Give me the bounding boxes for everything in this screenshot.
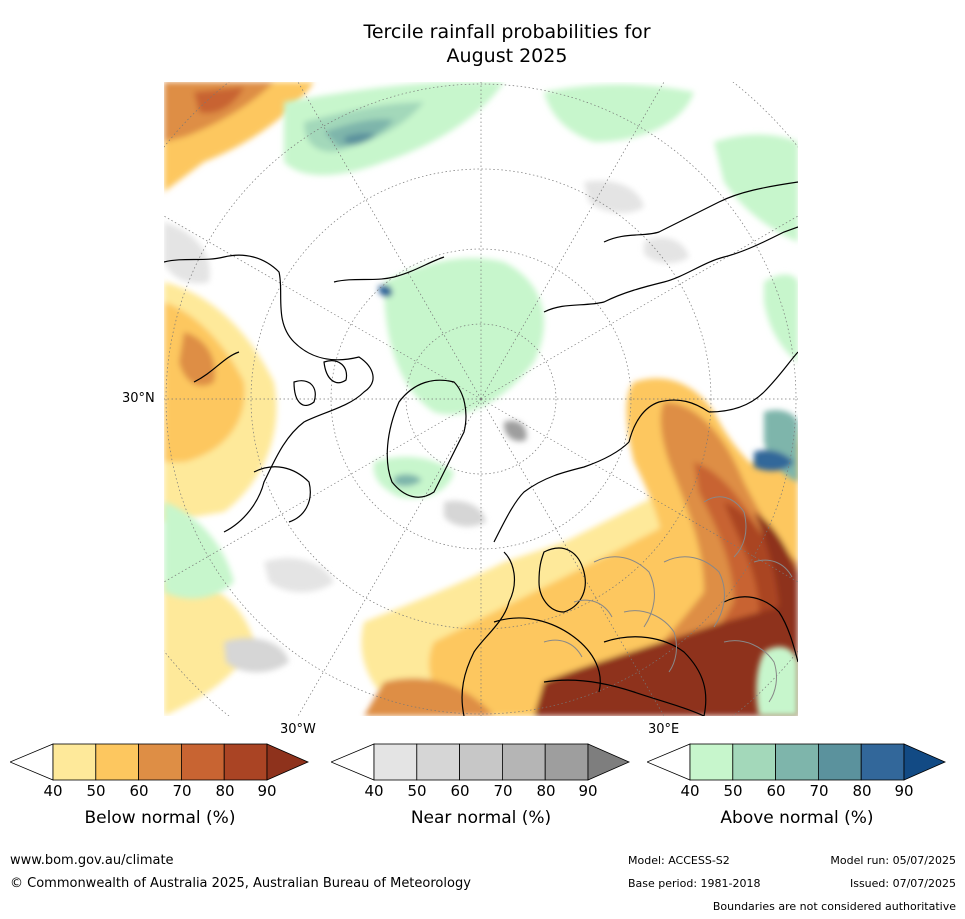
near-normal-regions — [164, 180, 689, 673]
colorbar-tick: 90 — [578, 782, 598, 800]
colorbar-tick: 80 — [852, 782, 872, 800]
model-name: Model: ACCESS-S2 — [628, 854, 730, 867]
colorbar-extend-low — [331, 743, 375, 781]
colorbar-below-normal-ticks: 40 50 60 70 80 90 — [10, 782, 310, 802]
map-title: Tercile rainfall probabilities for Augus… — [0, 20, 965, 68]
colorbar-swatch — [52, 743, 97, 781]
colorbar-tick: 40 — [364, 782, 384, 800]
colorbar-swatch — [689, 743, 734, 781]
colorbar-below-normal-swatches — [10, 743, 309, 781]
colorbar-above-normal: 40 50 60 70 80 90 Above normal (%) — [647, 742, 947, 828]
latitude-label-30n: 30°N — [122, 391, 155, 406]
colorbar-swatch — [775, 743, 819, 781]
longitude-label-30e: 30°E — [648, 722, 680, 737]
model-run-date: Model run: 05/07/2025 — [830, 854, 956, 867]
colorbar-tick: 70 — [493, 782, 513, 800]
issued-date: Issued: 07/07/2025 — [849, 877, 956, 890]
colorbar-near-normal-label: Near normal (%) — [410, 808, 552, 828]
colorbar-extend-low — [647, 743, 691, 781]
colorbar-swatch — [138, 743, 182, 781]
colorbar-extend-high — [587, 743, 630, 781]
colorbar-tick: 60 — [129, 782, 149, 800]
colorbar-near-normal: 40 50 60 70 80 90 Near normal (%) — [331, 742, 631, 828]
colorbar-above-normal-label: Above normal (%) — [720, 808, 874, 828]
colorbar-swatch — [459, 743, 503, 781]
colorbar-swatch — [95, 743, 140, 781]
coastlines — [164, 181, 798, 716]
base-period: Base period: 1981-2018 — [628, 877, 761, 890]
rainfall-probability-map — [164, 82, 798, 716]
colorbar-swatch — [373, 743, 418, 781]
longitude-label-30w: 30°W — [280, 722, 316, 737]
colorbar-swatch — [860, 743, 905, 781]
colorbar-tick: 60 — [766, 782, 786, 800]
colorbar-tick: 50 — [86, 782, 106, 800]
colorbar-tick: 90 — [257, 782, 277, 800]
copyright-text: © Commonwealth of Australia 2025, Austra… — [10, 876, 471, 891]
colorbar-swatch — [817, 743, 862, 781]
colorbar-above-normal-swatches — [647, 743, 946, 781]
colorbar-below-normal-label: Below normal (%) — [84, 808, 236, 828]
above-normal-regions — [164, 82, 798, 716]
colorbar-tick: 60 — [450, 782, 470, 800]
colorbar-extend-high — [903, 743, 946, 781]
colorbar-swatch — [416, 743, 461, 781]
colorbar-tick: 80 — [536, 782, 556, 800]
colorbar-near-normal-ticks: 40 50 60 70 80 90 — [331, 782, 631, 802]
colorbar-swatch — [732, 743, 777, 781]
colorbar-tick: 70 — [809, 782, 829, 800]
colorbar-tick: 80 — [215, 782, 235, 800]
colorbar-tick: 50 — [723, 782, 743, 800]
colorbar-tick: 50 — [407, 782, 427, 800]
colorbar-tick: 40 — [43, 782, 63, 800]
colorbar-extend-high — [266, 743, 309, 781]
colorbar-tick: 70 — [172, 782, 192, 800]
country-boundaries — [543, 496, 793, 703]
map-title-line1: Tercile rainfall probabilities for — [363, 21, 651, 43]
website-link[interactable]: www.bom.gov.au/climate — [10, 853, 174, 868]
colorbar-near-normal-swatches — [331, 743, 630, 781]
colorbar-tick: 40 — [680, 782, 700, 800]
colorbar-extend-low — [10, 743, 54, 781]
colorbar-below-normal: 40 50 60 70 80 90 Below normal (%) — [10, 742, 310, 828]
colorbar-swatch — [544, 743, 589, 781]
colorbar-above-normal-ticks: 40 50 60 70 80 90 — [647, 782, 947, 802]
colorbar-swatch — [501, 743, 546, 781]
graticule — [164, 82, 798, 716]
colorbar-swatch — [223, 743, 268, 781]
colorbar-swatch — [180, 743, 225, 781]
colorbar-tick: 90 — [894, 782, 914, 800]
map-title-line2: August 2025 — [446, 45, 568, 67]
boundary-disclaimer: Boundaries are not considered authoritat… — [712, 900, 956, 913]
below-normal-regions — [164, 82, 798, 716]
